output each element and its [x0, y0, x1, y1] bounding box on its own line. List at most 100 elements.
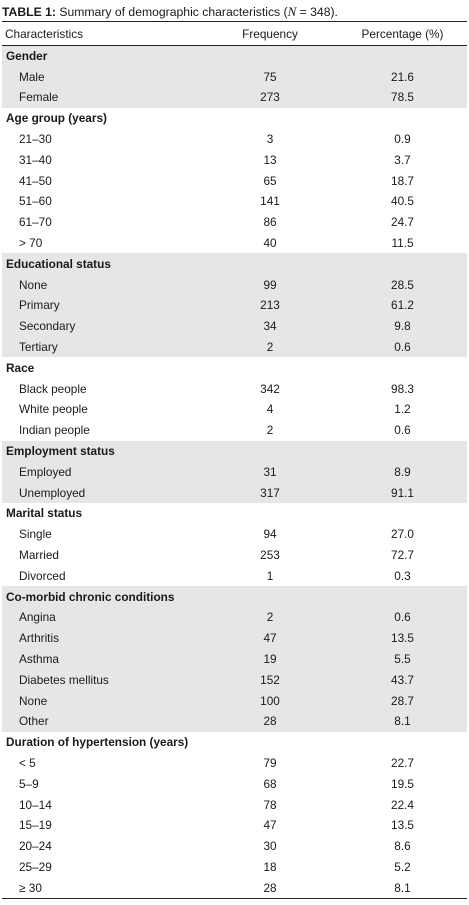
percentage-cell: 72.7	[391, 548, 414, 563]
frequency-cell: 141	[260, 194, 280, 209]
percentage-cell: 27.0	[391, 527, 414, 542]
frequency-cell: 2	[202, 336, 338, 358]
row-label: Angina	[2, 607, 202, 628]
table-row: 61–70 86 24.7	[2, 212, 467, 233]
row-label: Tertiary	[2, 336, 202, 358]
row-label: 41–50	[19, 173, 52, 188]
frequency-cell: 65	[263, 173, 277, 188]
percentage-cell: 98.3	[391, 381, 414, 396]
demographics-table: Characteristics Frequency Percentage (%)…	[2, 21, 467, 899]
row-label: None	[2, 690, 202, 711]
percentage-cell: 22.7	[391, 755, 414, 770]
row-label: None	[2, 274, 202, 296]
frequency-cell: 100	[202, 690, 338, 711]
frequency-cell: 13	[263, 152, 277, 167]
table-row: 21–30 3 0.9	[2, 129, 467, 150]
table-caption: TABLE 1: Summary of demographic characte…	[2, 0, 467, 21]
header-frequency: Frequency	[202, 21, 338, 46]
percentage-cell: 1.2	[394, 402, 411, 417]
category-label: Duration of hypertension (years)	[6, 735, 189, 750]
frequency-cell: 34	[202, 315, 338, 337]
category-row: Race	[2, 357, 467, 378]
frequency-cell: 1	[266, 568, 274, 583]
row-label: Unemployed	[2, 482, 202, 504]
category-row: Age group (years)	[2, 108, 467, 129]
row-label: 10–14	[19, 797, 52, 812]
row-label: Divorced	[19, 568, 66, 583]
percentage-cell: 22.4	[391, 797, 414, 812]
row-label: Primary	[2, 295, 202, 316]
table-row: Employed 31 8.9	[2, 461, 467, 483]
frequency-cell: 4	[266, 402, 274, 417]
category-label: Race	[6, 360, 35, 375]
frequency-cell: 273	[202, 87, 338, 108]
category-label: Employment status	[2, 440, 467, 462]
frequency-cell: 40	[263, 236, 277, 251]
percentage-cell: 8.6	[394, 839, 411, 854]
row-label: Secondary	[2, 315, 202, 337]
frequency-cell: 2	[266, 423, 274, 438]
table-row: Asthma 19 5.5	[2, 648, 467, 670]
table-row: 10–14 78 22.4	[2, 794, 467, 815]
table-row: Primary 213 61.2	[2, 295, 467, 316]
category-row: Gender	[2, 45, 467, 67]
frequency-cell: 68	[263, 776, 277, 791]
row-label: Married	[19, 548, 59, 563]
table-row: 15–19 47 13.5	[2, 815, 467, 836]
table-row: < 5 79 22.7	[2, 753, 467, 774]
frequency-cell: 317	[202, 482, 338, 504]
percentage-cell: 0.3	[394, 568, 411, 583]
table-row: Single 94 27.0	[2, 524, 467, 545]
frequency-cell: 19	[202, 648, 338, 670]
table-row: 51–60 141 40.5	[2, 191, 467, 212]
category-row: Duration of hypertension (years)	[2, 732, 467, 753]
table-row: Angina 2 0.6	[2, 607, 467, 628]
frequency-cell: 99	[202, 274, 338, 296]
row-label: Employed	[2, 461, 202, 483]
row-label: < 5	[19, 755, 36, 770]
row-label: 5–9	[19, 776, 39, 791]
frequency-cell: 3	[266, 132, 274, 147]
percentage-cell: 91.1	[338, 482, 467, 504]
frequency-cell: 253	[260, 548, 280, 563]
frequency-cell: 78	[263, 797, 277, 812]
category-label: Gender	[2, 45, 467, 67]
header-characteristics: Characteristics	[2, 21, 202, 46]
table-row: None 99 28.5	[2, 274, 467, 296]
row-label: 31–40	[19, 152, 52, 167]
frequency-cell: 213	[202, 295, 338, 316]
table-row: 20–24 30 8.6	[2, 836, 467, 857]
row-label: Black people	[19, 381, 87, 396]
table-row: White people 4 1.2	[2, 399, 467, 420]
category-row: Employment status	[2, 440, 467, 462]
row-label: Diabetes mellitus	[2, 669, 202, 691]
row-label: 21–30	[19, 132, 52, 147]
percentage-cell: 8.9	[338, 461, 467, 483]
table-row: 31–40 13 3.7	[2, 149, 467, 170]
frequency-cell: 47	[202, 627, 338, 649]
header-row: Characteristics Frequency Percentage (%)	[2, 21, 467, 46]
table-row: None 100 28.7	[2, 690, 467, 711]
frequency-cell: 75	[202, 66, 338, 88]
percentage-cell: 24.7	[391, 215, 414, 230]
row-label: Other	[2, 711, 202, 732]
row-label: 61–70	[19, 215, 52, 230]
percentage-cell: 40.5	[391, 194, 414, 209]
table-row: Arthritis 47 13.5	[2, 627, 467, 649]
frequency-cell: 31	[202, 461, 338, 483]
frequency-cell: 152	[202, 669, 338, 691]
row-label: Indian people	[19, 423, 90, 438]
category-row: Co-morbid chronic conditions	[2, 586, 467, 608]
percentage-cell: 0.9	[394, 132, 411, 147]
percentage-cell: 11.5	[391, 236, 414, 251]
table-row: Divorced 1 0.3	[2, 565, 467, 586]
row-label: White people	[19, 402, 88, 417]
row-label: Arthritis	[2, 627, 202, 649]
table-row: Female 273 78.5	[2, 87, 467, 108]
frequency-cell: 2	[202, 607, 338, 628]
frequency-cell: 28	[202, 877, 338, 899]
table-body: Gender Male 75 21.6 Female 273 78.5 Age group (…	[2, 45, 467, 899]
row-label: 51–60	[19, 194, 52, 209]
table-row: Other 28 8.1	[2, 711, 467, 732]
table-row: Indian people 2 0.6	[2, 420, 467, 441]
